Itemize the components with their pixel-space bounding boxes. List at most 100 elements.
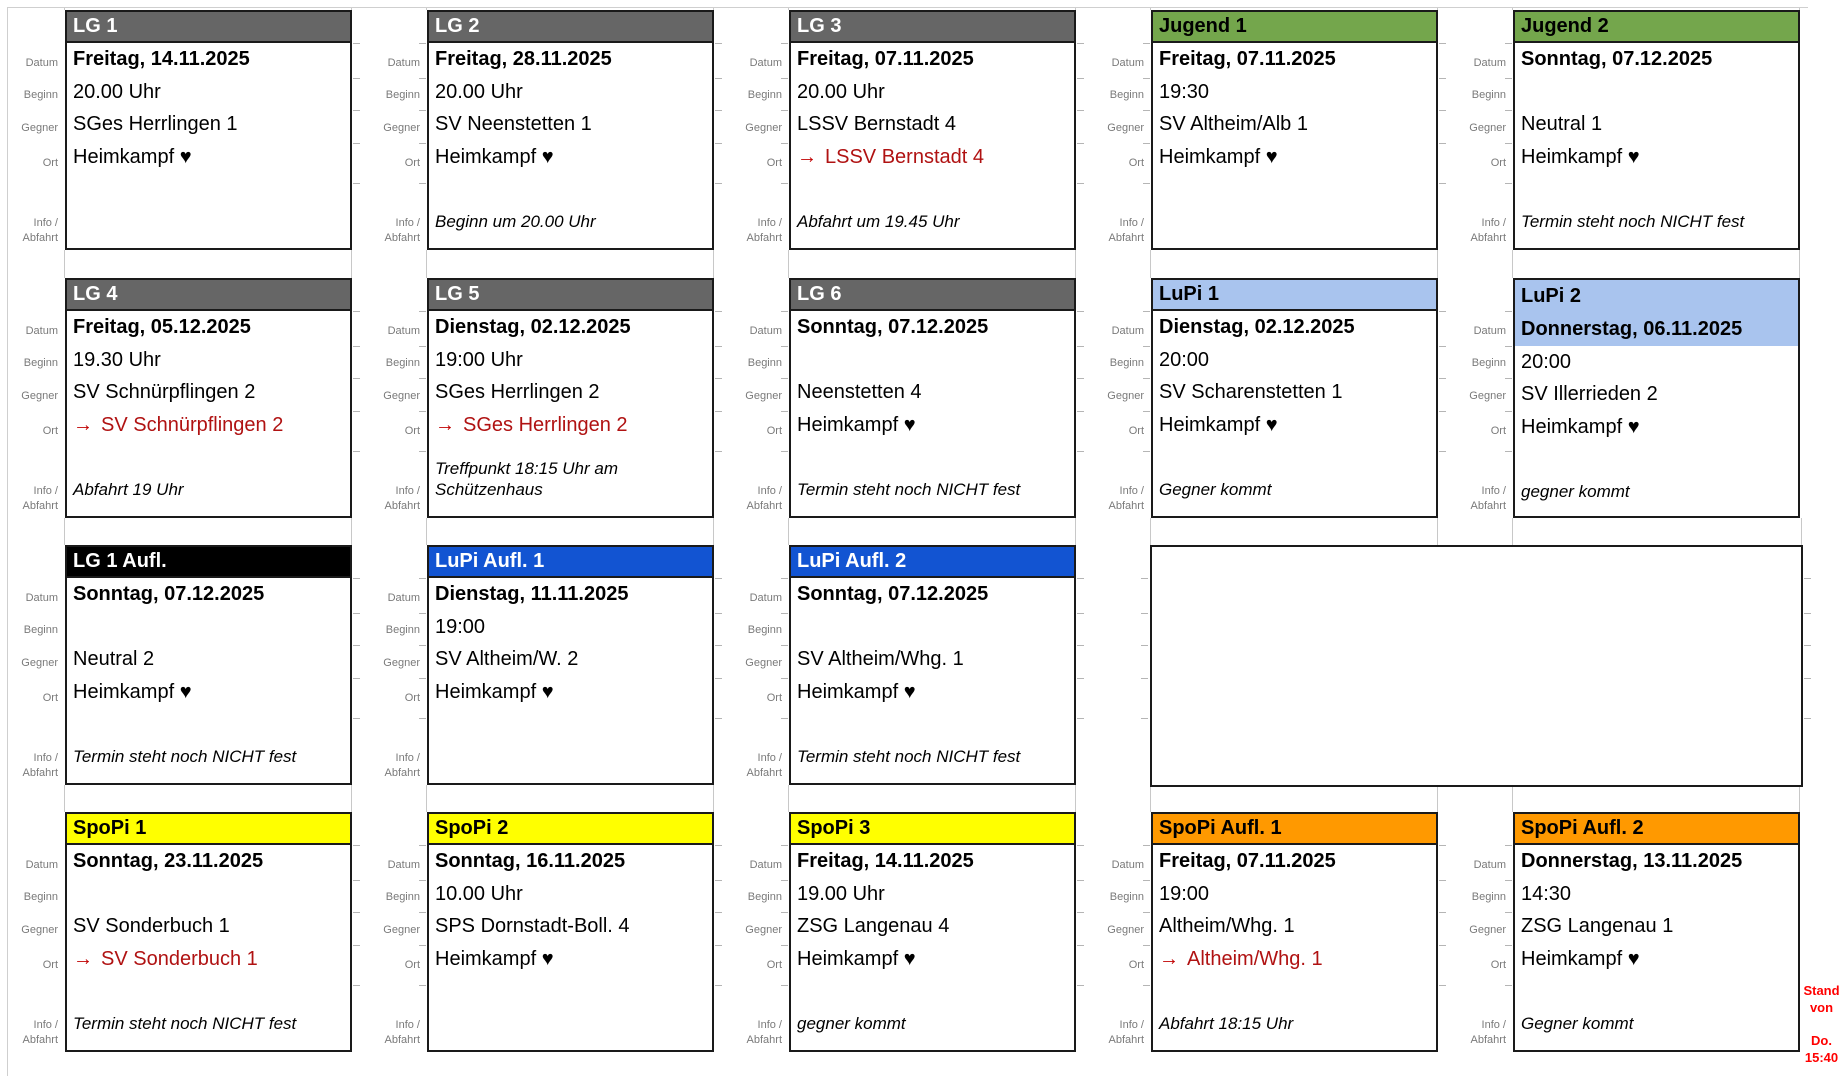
grid-stub bbox=[713, 785, 714, 812]
field-label-abfahrt: Abfahrt bbox=[746, 231, 782, 244]
away-arrow-icon: → bbox=[1159, 948, 1179, 970]
grid-tick bbox=[781, 411, 788, 412]
datum-row: Freitag, 14.11.2025 bbox=[791, 845, 1074, 878]
grid-stub bbox=[713, 518, 714, 545]
field-label-info-abfahrt: Info / Abfahrt bbox=[0, 985, 58, 1052]
field-label-abfahrt: Abfahrt bbox=[1108, 231, 1144, 244]
card-lupi-1: LuPi 1 Dienstag, 02.12.2025 20:00 SV Schare… bbox=[1151, 278, 1438, 518]
grid-tick bbox=[1439, 346, 1446, 347]
grid-tick bbox=[419, 346, 426, 347]
ort-row: → SV Schnürpflingen 2 bbox=[67, 409, 350, 449]
field-label-info: Info / bbox=[33, 485, 58, 498]
empty-schedule-slot bbox=[1150, 545, 1803, 787]
grid-tick bbox=[1505, 985, 1512, 986]
field-label-beginn: Beginn bbox=[1436, 880, 1506, 912]
grid-tick bbox=[781, 110, 788, 111]
grid-stub bbox=[1799, 785, 1800, 812]
grid-stub bbox=[426, 8, 427, 10]
grid-tick bbox=[1077, 143, 1084, 144]
card-title: LG 6 bbox=[791, 280, 1074, 311]
field-label-gegner: Gegner bbox=[1074, 110, 1144, 143]
datum-row: Sonntag, 07.12.2025 bbox=[67, 578, 350, 611]
field-label-gegner: Gegner bbox=[745, 924, 782, 936]
ort-value: Heimkampf ♥ bbox=[797, 948, 916, 970]
card-title: SpoPi 2 bbox=[429, 814, 712, 845]
grid-tick bbox=[1141, 678, 1148, 679]
grid-tick bbox=[715, 718, 722, 719]
field-label-datum: Datum bbox=[25, 592, 58, 604]
field-label-datum: Datum bbox=[1473, 57, 1506, 69]
info-row: Termin steht noch NICHT fest bbox=[67, 983, 350, 1050]
field-label-datum: Datum bbox=[1111, 57, 1144, 69]
info-value: Beginn um 20.00 Uhr bbox=[435, 211, 596, 231]
card-lg-4: LG 4 Freitag, 05.12.2025 19.30 Uhr SV Schnü… bbox=[65, 278, 352, 518]
field-label-gegner: Gegner bbox=[1074, 912, 1144, 945]
field-label-beginn: Beginn bbox=[1436, 78, 1506, 110]
grid-tick bbox=[1804, 645, 1811, 646]
field-label-beginn: Beginn bbox=[747, 357, 782, 369]
card-spopi-3: SpoPi 3 Freitag, 14.11.2025 19.00 Uhr ZSG L… bbox=[789, 812, 1076, 1052]
field-label-abfahrt: Abfahrt bbox=[22, 1033, 58, 1046]
field-label-beginn: Beginn bbox=[350, 346, 420, 378]
datum-value: Freitag, 14.11.2025 bbox=[797, 850, 974, 872]
grid-tick bbox=[781, 645, 788, 646]
field-label-info: Info / bbox=[1119, 485, 1144, 498]
info-value: Gegner kommt bbox=[1521, 1013, 1634, 1033]
grid-tick bbox=[1439, 143, 1446, 144]
field-label-datum: Datum bbox=[749, 57, 782, 69]
grid-tick bbox=[1439, 985, 1446, 986]
beginn-value: 19.30 Uhr bbox=[73, 348, 161, 371]
table-top-border bbox=[7, 7, 1808, 8]
beginn-row: 20:00 bbox=[1153, 344, 1436, 376]
field-label-ort: Ort bbox=[0, 945, 58, 985]
ort-value: Heimkampf ♥ bbox=[435, 948, 554, 970]
datum-row: Freitag, 07.11.2025 bbox=[791, 43, 1074, 76]
field-label-datum: Datum bbox=[1074, 847, 1144, 880]
grid-tick bbox=[1439, 912, 1446, 913]
grid-tick bbox=[353, 78, 360, 79]
grid-tick bbox=[353, 311, 360, 312]
beginn-row: 19:00 Uhr bbox=[429, 344, 712, 376]
beginn-row: 20.00 Uhr bbox=[67, 76, 350, 108]
field-label-gegner: Gegner bbox=[1074, 378, 1144, 411]
grid-tick bbox=[1143, 311, 1150, 312]
grid-tick bbox=[715, 845, 722, 846]
grid-stub bbox=[351, 250, 352, 278]
field-label-gegner: Gegner bbox=[712, 378, 782, 411]
grid-stub bbox=[1075, 8, 1076, 10]
grid-tick bbox=[1439, 43, 1446, 44]
field-label-ort: Ort bbox=[350, 411, 420, 451]
grid-stub bbox=[351, 8, 352, 10]
field-label-gegner: Gegner bbox=[1436, 912, 1506, 945]
field-label-gegner: Gegner bbox=[21, 122, 58, 134]
field-label-info-abfahrt: Info / Abfahrt bbox=[350, 985, 420, 1052]
label-spacer bbox=[350, 278, 420, 313]
info-value: Gegner kommt bbox=[1159, 479, 1272, 499]
field-label-ort: Ort bbox=[42, 692, 58, 704]
field-label-gegner: Gegner bbox=[712, 110, 782, 143]
stand-label-2: von bbox=[1809, 1000, 1834, 1015]
gegner-value: Altheim/Whg. 1 bbox=[1159, 915, 1295, 937]
field-label-info-abfahrt: Info / Abfahrt bbox=[1074, 451, 1144, 518]
grid-stub bbox=[1075, 518, 1076, 545]
datum-row: Dienstag, 11.11.2025 bbox=[429, 578, 712, 611]
ort-value: SGes Herrlingen 2 bbox=[463, 414, 628, 436]
info-row: Gegner kommt bbox=[1515, 983, 1798, 1050]
grid-tick bbox=[419, 43, 426, 44]
label-spacer bbox=[1436, 278, 1506, 313]
grid-tick bbox=[1141, 645, 1148, 646]
field-label-abfahrt: Abfahrt bbox=[746, 499, 782, 512]
grid-stub bbox=[351, 785, 352, 812]
grid-tick bbox=[1505, 346, 1512, 347]
grid-tick bbox=[353, 578, 360, 579]
grid-tick bbox=[781, 78, 788, 79]
grid-tick bbox=[419, 110, 426, 111]
field-label-datum: Datum bbox=[1473, 859, 1506, 871]
field-label-beginn: Beginn bbox=[1471, 89, 1506, 101]
field-label-info-abfahrt: Info / Abfahrt bbox=[1436, 183, 1506, 250]
grid-tick bbox=[353, 183, 360, 184]
datum-row: Sonntag, 07.12.2025 bbox=[791, 578, 1074, 611]
ort-row: Heimkampf ♥ bbox=[1515, 141, 1798, 181]
grid-tick bbox=[1505, 311, 1512, 312]
grid-tick bbox=[1439, 311, 1446, 312]
